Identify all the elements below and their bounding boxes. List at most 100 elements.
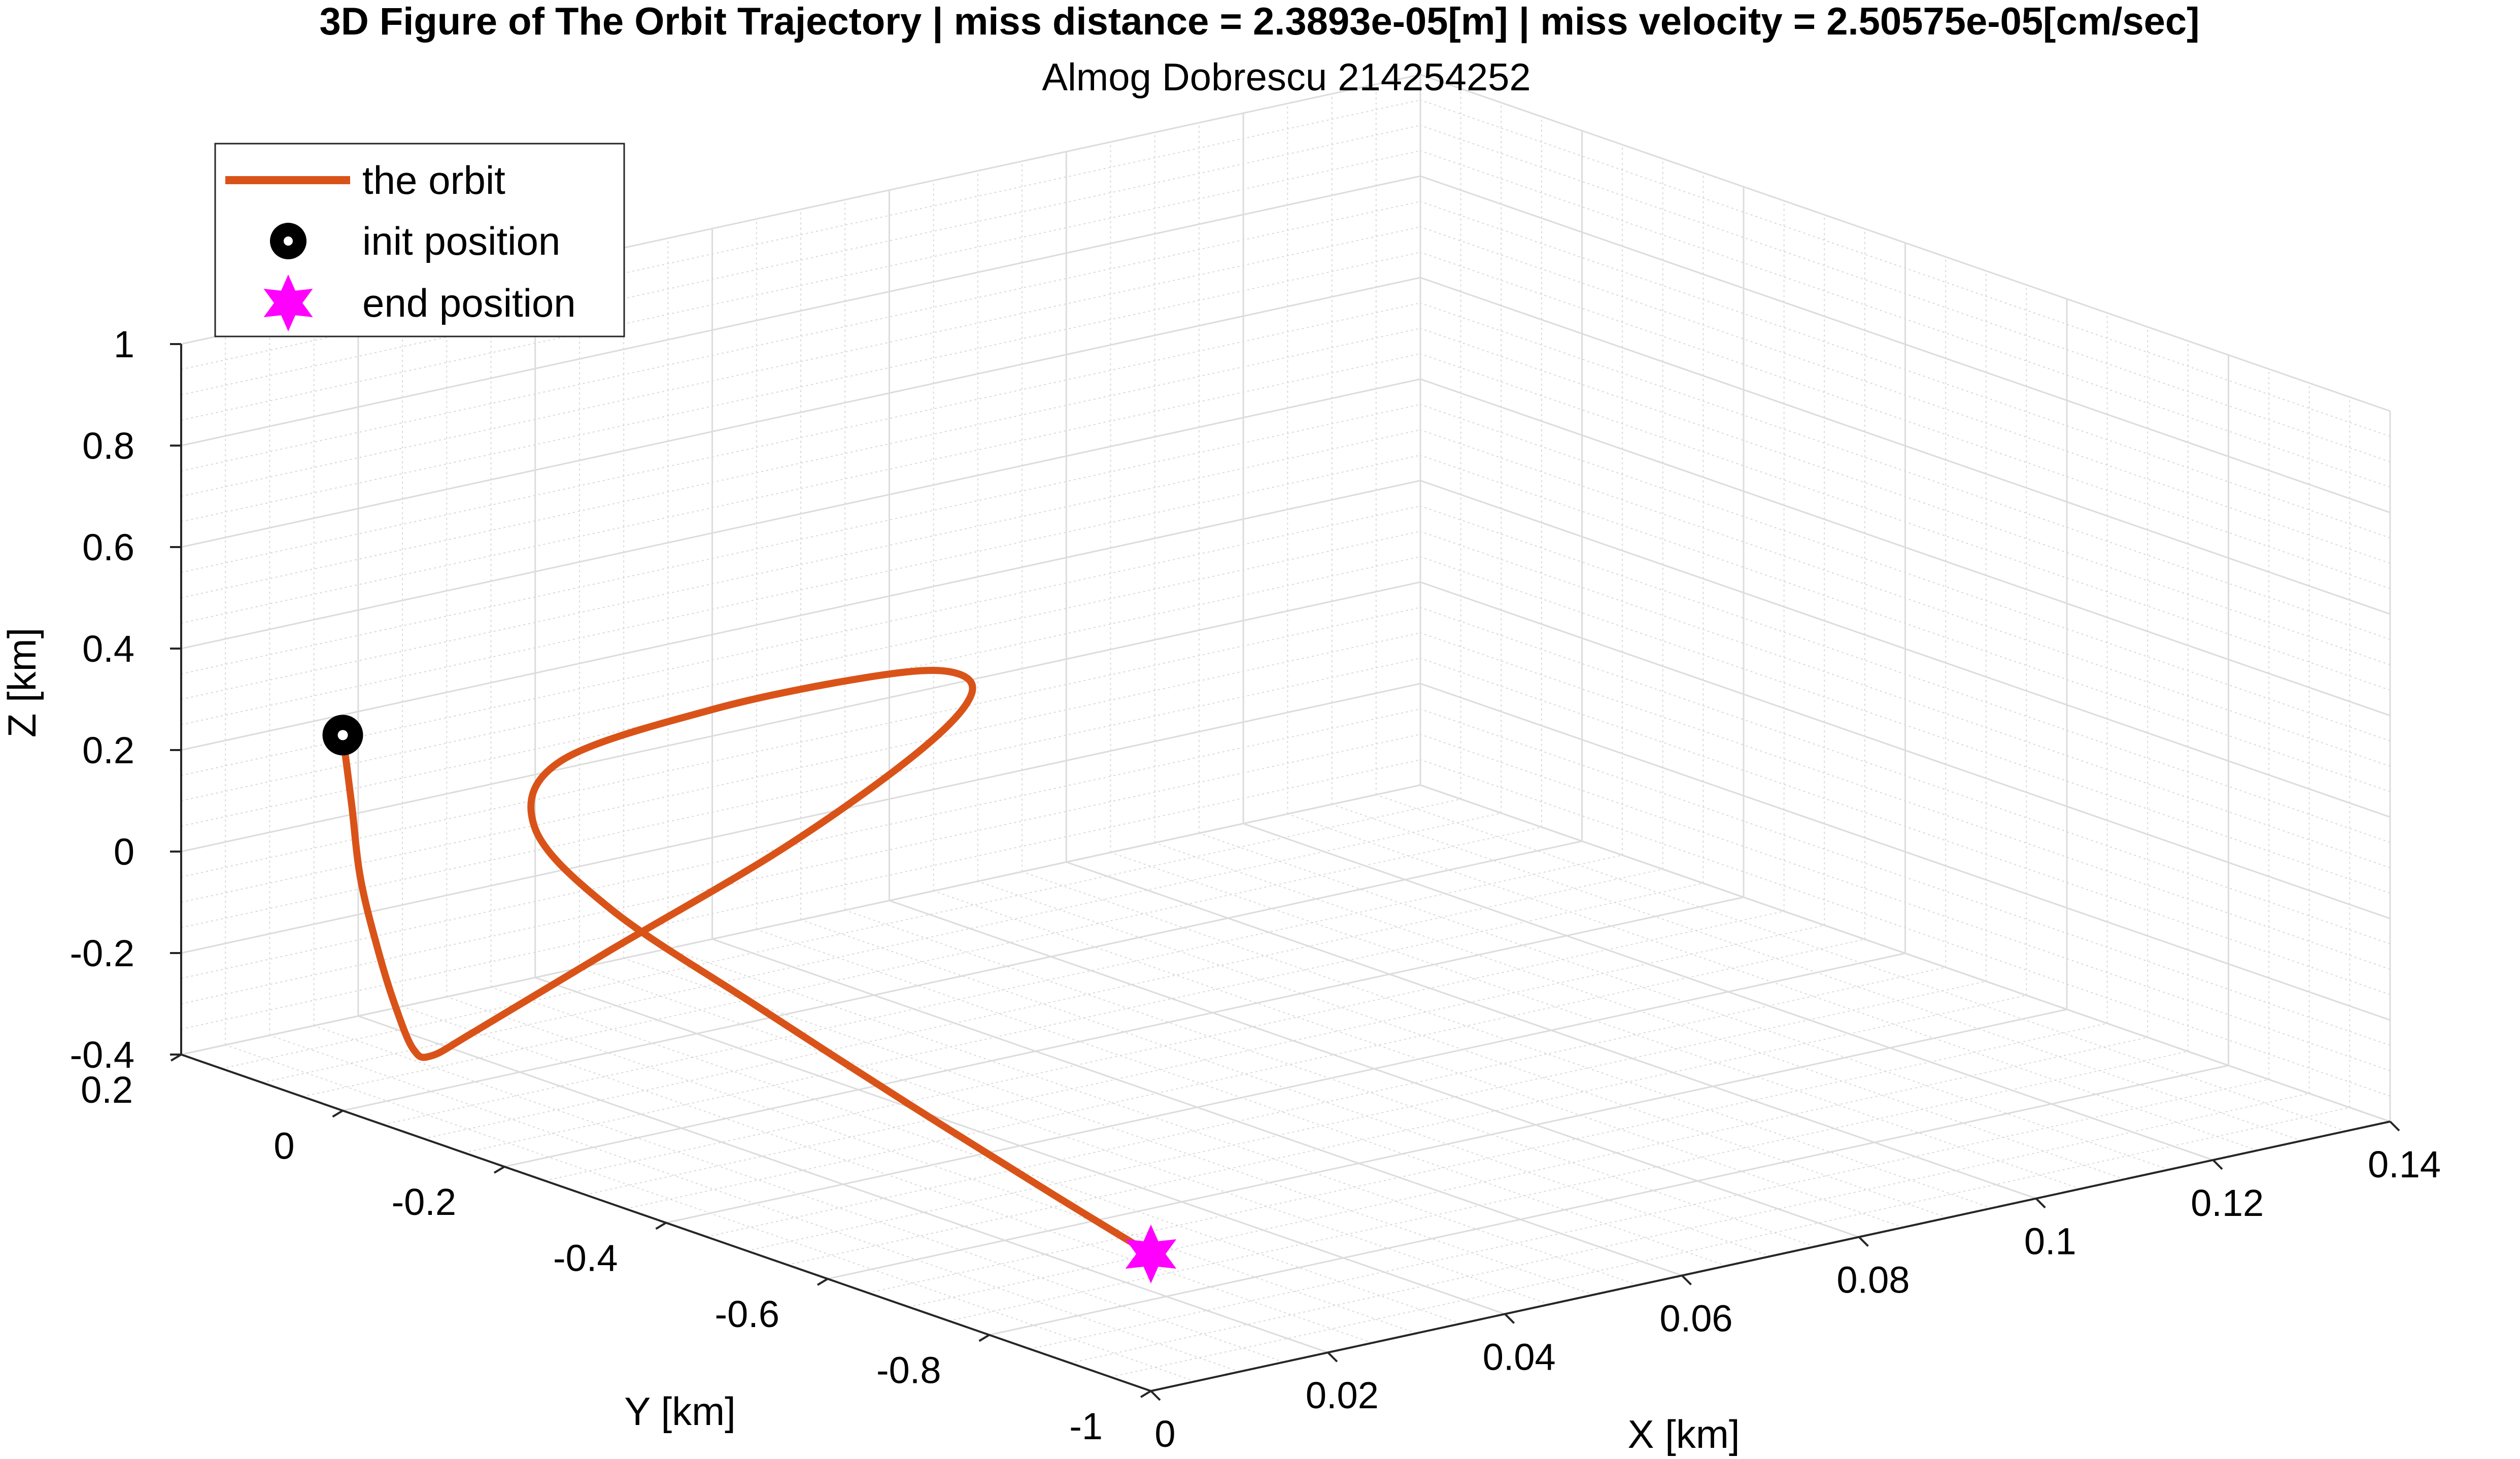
init-position-marker (322, 715, 363, 756)
minor-grid-line-back-z (181, 658, 1421, 928)
plot-area (322, 667, 1177, 1283)
x-tick-mark (2212, 1159, 2223, 1170)
x-tick-mark (1504, 1313, 1515, 1324)
z-tick-label: 0.4 (82, 628, 134, 670)
minor-grid-line-floor-y (1110, 1107, 2350, 1378)
x-tick-label: 0.1 (2024, 1220, 2076, 1263)
minor-grid-line-back-z (181, 708, 1421, 979)
legend-end-marker (263, 275, 313, 331)
minor-grid-line-back-z (181, 99, 1421, 370)
y-tick-mark (1140, 1390, 1152, 1398)
x-tick-mark (2035, 1198, 2046, 1209)
z-tick-label: 0 (114, 831, 134, 873)
legend-label-orbit: the orbit (362, 158, 505, 202)
major-grid-line-back-z (181, 277, 1421, 548)
x-tick-mark (1150, 1390, 1161, 1401)
minor-grid-line-back-z (181, 556, 1421, 827)
minor-grid-line-floor-y (908, 1037, 2148, 1308)
minor-grid-line-back-z (181, 125, 1421, 395)
major-grid-line-floor-y (343, 840, 1582, 1111)
x-axis-label: X [km] (1627, 1412, 1740, 1456)
y-tick-mark (816, 1278, 829, 1286)
legend-label-end: end position (362, 281, 576, 325)
minor-grid-line-back-z (181, 734, 1421, 1004)
y-tick-label: 0 (274, 1125, 294, 1167)
y-tick-label: -0.4 (553, 1237, 618, 1279)
legend-init-marker (270, 223, 307, 259)
minor-grid-line-back-z (181, 302, 1421, 573)
major-grid-line-side-z (1420, 74, 2391, 412)
orbit-line (339, 667, 1154, 1258)
major-grid-line-side-z (1420, 175, 2391, 514)
minor-grid-line-back-z (181, 455, 1421, 725)
x-tick-label: 0.02 (1306, 1374, 1379, 1416)
y-tick-label: -0.8 (876, 1349, 941, 1392)
z-tick-label: 0.8 (82, 425, 134, 467)
y-tick-mark (332, 1109, 344, 1118)
major-grid-line-back-z (181, 480, 1421, 751)
minor-grid-line-floor-y (383, 855, 1623, 1126)
major-grid-line-side-z (1420, 480, 2391, 818)
major-grid-line-side-z (1420, 784, 2391, 1123)
major-grid-line-side-z (1420, 277, 2391, 615)
minor-grid-line-back-z (181, 607, 1421, 877)
x-tick-label: 0.12 (2191, 1182, 2264, 1224)
z-tick-label: 0.6 (82, 526, 134, 568)
minor-grid-line-back-z (181, 353, 1421, 624)
x-axis-line (1150, 1121, 2391, 1392)
major-grid-line-floor-y (666, 953, 1905, 1224)
x-tick-label: 0.08 (1836, 1259, 1910, 1301)
y-axis-label: Y [km] (624, 1389, 736, 1434)
minor-grid-line-floor-y (302, 826, 1542, 1097)
major-grid (180, 74, 2391, 1392)
y-tick-mark (655, 1222, 667, 1230)
major-grid-line-floor-y (504, 896, 1744, 1168)
major-grid-line-floor-y (989, 1065, 2229, 1336)
legend: the orbit init position end position (214, 143, 625, 337)
x-tick-mark (1327, 1351, 1338, 1363)
major-grid-line-back-z (181, 581, 1421, 853)
y-tick-label: -0.6 (714, 1293, 779, 1335)
z-tick-label: -0.4 (70, 1034, 134, 1076)
minor-grid-line-floor-y (1029, 1079, 2269, 1350)
minor-grid-line-back-z (181, 201, 1421, 471)
minor-grid-line-floor-y (746, 980, 1986, 1251)
minor-grid-line-back-z (181, 505, 1421, 776)
major-grid-line-back-z (181, 378, 1421, 650)
y-tick-label: -0.2 (391, 1181, 456, 1223)
minor-grid-line-floor-y (423, 868, 1663, 1139)
major-grid-line-side-z (1420, 683, 2391, 1021)
z-tick-label: 0.2 (82, 729, 134, 771)
minor-grid-line-floor-y (1070, 1093, 2309, 1364)
tick-labels: 0 0.02 0.04 0.06 0.08 0.1 0.12 0.14 -1 -0.8 -0.6 -0… (70, 323, 2441, 1455)
axes-lines (170, 343, 2400, 1401)
minor-grid-line-floor-y (787, 995, 2027, 1266)
end-position-marker (1125, 1225, 1177, 1283)
x-tick-label: 0 (1154, 1413, 1175, 1455)
minor-grid-line-back-z (181, 328, 1421, 598)
minor-grid-line-back-z (181, 226, 1421, 497)
x-tick-mark (2389, 1121, 2400, 1132)
x-tick-label: 0.14 (2368, 1143, 2441, 1185)
major-grid-line-back-z (181, 784, 1421, 1056)
chart-subtitle: Almog Dobrescu 214254252 (1042, 56, 1530, 99)
minor-grid-line-floor-y (262, 812, 1502, 1083)
x-tick-label: 0.04 (1483, 1336, 1556, 1378)
chart-title: 3D Figure of The Orbit Trajectory | miss… (320, 0, 2200, 44)
y-tick-label: 0.2 (81, 1069, 133, 1111)
y-tick-mark (493, 1166, 505, 1174)
minor-grid-line-back-z (181, 404, 1421, 674)
z-axis-label: Z [km] (0, 628, 44, 738)
minor-grid-line-floor-y (464, 883, 1704, 1153)
minor-grid-line-floor-y (706, 967, 1946, 1238)
major-grid-line-side-z (1420, 378, 2391, 717)
minor-grid-line-back-z (181, 429, 1421, 700)
minor-grid-line-floor-y (544, 910, 1784, 1181)
major-grid-line-floor-y (827, 1008, 2067, 1280)
minor-grid-line-back-z (181, 150, 1421, 421)
x-tick-mark (1681, 1275, 1692, 1285)
y-tick-mark (978, 1334, 990, 1342)
x-tick-label: 0.06 (1660, 1297, 1733, 1339)
z-tick-label: 1 (114, 323, 134, 365)
minor-grid-line-back-z (181, 759, 1421, 1030)
